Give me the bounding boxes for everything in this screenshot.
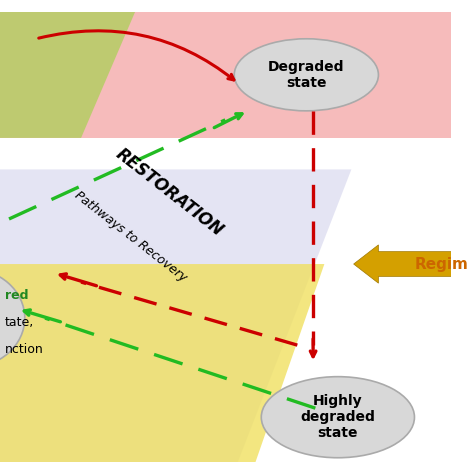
Text: Pathways to Recovery: Pathways to Recovery (72, 189, 189, 285)
Text: RESTORATION: RESTORATION (113, 145, 227, 239)
FancyArrow shape (354, 245, 459, 283)
Ellipse shape (0, 269, 25, 368)
Text: Highly
degraded
state: Highly degraded state (301, 394, 375, 440)
Text: nction: nction (5, 343, 43, 356)
Polygon shape (0, 264, 324, 471)
Text: Degraded
state: Degraded state (268, 60, 345, 90)
Polygon shape (0, 169, 351, 471)
Text: Regim: Regim (414, 256, 468, 272)
Polygon shape (0, 12, 459, 138)
Text: tate,: tate, (5, 316, 34, 329)
Polygon shape (0, 138, 459, 169)
Polygon shape (0, 12, 135, 138)
Ellipse shape (234, 39, 378, 111)
Ellipse shape (261, 377, 414, 458)
Text: red: red (5, 289, 28, 302)
